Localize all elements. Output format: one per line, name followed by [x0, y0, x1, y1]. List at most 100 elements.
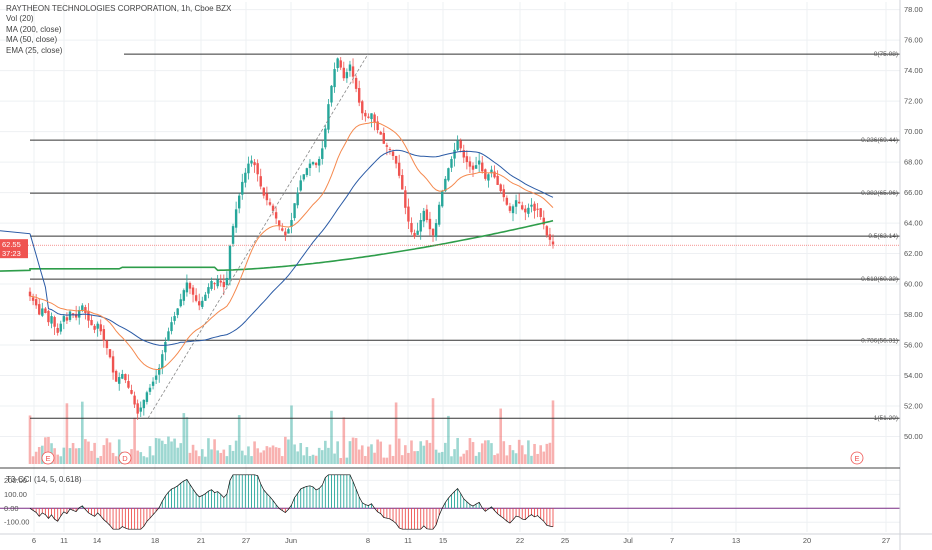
fib-level-label: 0.5(63.14) — [868, 233, 898, 240]
volume-bar — [77, 448, 81, 464]
volume-bar — [231, 450, 235, 464]
candle-body — [65, 317, 69, 321]
candle-body — [324, 128, 327, 148]
volume-bar — [216, 450, 219, 464]
legend-ema25: EMA (25, close) — [6, 45, 63, 55]
volume-bar — [185, 417, 189, 464]
y-tick-label: 72.00 — [904, 97, 923, 106]
volume-bar — [287, 439, 290, 464]
event-marker — [118, 451, 132, 465]
candle-body — [385, 145, 389, 147]
candle-body — [99, 324, 102, 332]
candle-body — [299, 180, 302, 191]
candle-body — [342, 67, 345, 79]
volume-bar — [345, 457, 349, 464]
candle-body — [296, 192, 299, 206]
candle-body — [468, 161, 472, 167]
volume-bar — [93, 442, 96, 464]
volume-bar — [56, 454, 59, 464]
candle-body — [533, 203, 536, 211]
candle-body — [308, 163, 312, 169]
candle-body — [96, 323, 99, 329]
candle-body — [484, 169, 487, 179]
candle-body — [59, 323, 62, 332]
candle-body — [539, 208, 542, 217]
candle-body — [139, 407, 142, 412]
volume-bar — [394, 402, 398, 464]
volume-bar — [487, 440, 490, 464]
volume-bar — [302, 455, 306, 464]
candle-body — [364, 112, 367, 117]
x-tick-label: 18 — [151, 536, 159, 545]
volume-bar — [293, 444, 296, 464]
candle-body — [401, 175, 404, 190]
volume-bar — [502, 441, 506, 464]
volume-bar — [517, 439, 521, 464]
y-tick-label: 56.00 — [904, 341, 923, 350]
volume-bar — [444, 442, 447, 464]
volume-bar — [160, 440, 164, 464]
volume-bar — [527, 440, 530, 464]
volume-bar — [551, 400, 555, 464]
volume-bar — [111, 452, 115, 464]
volume-bar — [210, 449, 213, 464]
candle-body — [277, 220, 281, 227]
volume-bar — [84, 439, 87, 464]
legend: RAYTHEON TECHNOLOGIES CORPORATION, 1h, C… — [6, 4, 231, 56]
volume-bar — [490, 443, 493, 464]
candle-body — [357, 88, 361, 103]
volume-bar — [265, 446, 269, 464]
volume-bar — [290, 405, 293, 464]
candle-body — [164, 341, 167, 353]
candle-body — [367, 116, 370, 118]
candle-body — [271, 205, 275, 211]
volume-bar — [81, 401, 84, 464]
volume-bar — [41, 445, 44, 464]
x-tick-label: 13 — [732, 536, 740, 545]
event-marker — [41, 451, 55, 465]
candle-body — [56, 327, 59, 333]
cci-tick-label: 100.00 — [4, 490, 27, 499]
volume-bar — [419, 441, 423, 464]
legend-ma50: MA (50, close) — [6, 35, 58, 45]
candle-body — [542, 217, 545, 225]
volume-bar — [170, 441, 173, 464]
candle-body — [151, 381, 155, 386]
volume-bar — [465, 450, 469, 464]
volume-bar — [370, 444, 373, 464]
legend-vol: Vol (20) — [6, 14, 34, 24]
volume-bar — [410, 440, 413, 464]
x-tick-label: 14 — [93, 536, 101, 545]
volume-bar — [400, 455, 404, 464]
candle-body — [444, 178, 447, 192]
volume-bar — [133, 417, 136, 464]
volume-bar — [354, 438, 358, 464]
x-tick-label: 27 — [882, 536, 890, 545]
volume-bar — [530, 455, 533, 464]
volume-bar — [117, 439, 121, 464]
candle-body — [228, 245, 232, 280]
candle-body — [354, 77, 358, 89]
candle-body — [274, 212, 278, 219]
candle-body — [471, 165, 475, 170]
volume-bar — [545, 443, 549, 464]
volume-bar — [44, 437, 47, 464]
candle-body — [422, 210, 425, 222]
volume-bar — [244, 455, 247, 464]
event-marker — [850, 451, 864, 465]
candle-body — [545, 226, 549, 236]
volume-bar — [237, 415, 241, 464]
volume-bar — [416, 451, 419, 464]
candle-body — [327, 104, 330, 130]
volume-bar — [493, 455, 496, 464]
candle-body — [238, 195, 241, 209]
candle-body — [333, 69, 336, 88]
candle-body — [321, 148, 324, 159]
candle-body — [114, 370, 118, 382]
fib-level-label: 1(51.20) — [874, 415, 898, 422]
volume-bar — [87, 441, 90, 464]
volume-bar — [188, 452, 192, 464]
volume-bar — [262, 450, 266, 464]
candle-body — [133, 395, 136, 405]
